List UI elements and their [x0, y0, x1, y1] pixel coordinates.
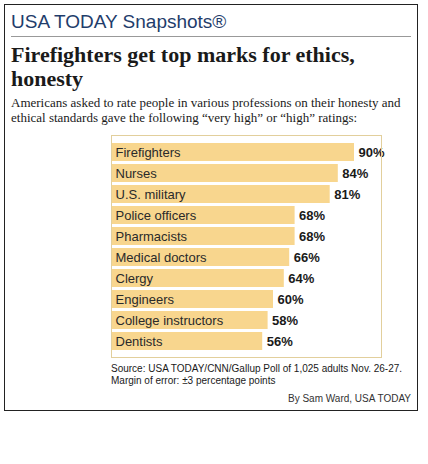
svg-text:U.S. military: U.S. military [116, 187, 187, 202]
svg-text:60%: 60% [278, 292, 304, 307]
svg-text:Dentists: Dentists [116, 334, 163, 349]
svg-text:56%: 56% [267, 334, 293, 349]
svg-text:Nurses: Nurses [116, 166, 158, 181]
svg-text:66%: 66% [294, 250, 320, 265]
svg-text:68%: 68% [299, 229, 325, 244]
svg-text:90%: 90% [359, 145, 385, 160]
svg-text:Engineers: Engineers [116, 292, 175, 307]
svg-text:College instructors: College instructors [116, 313, 224, 328]
svg-text:64%: 64% [288, 271, 314, 286]
svg-text:81%: 81% [334, 187, 360, 202]
svg-text:84%: 84% [342, 166, 368, 181]
svg-text:58%: 58% [272, 313, 298, 328]
html-text:USA TODAY Snapshots®: USA TODAY Snapshots® [11, 11, 227, 32]
svg-text:Medical doctors: Medical doctors [116, 250, 208, 265]
html-text:Americans asked to rate people: Americans asked to rate people in variou… [11, 95, 401, 125]
svg-text:Pharmacists: Pharmacists [116, 229, 188, 244]
svg-text:Firefighters: Firefighters [116, 145, 182, 160]
svg-text:68%: 68% [299, 208, 325, 223]
svg-text:Police officers: Police officers [116, 208, 197, 223]
html-text:Firefighters get top marks for: Firefighters get top marks for ethics, h… [11, 42, 355, 91]
html-text:Source: USA TODAY/CNN/Gallup P: Source: USA TODAY/CNN/Gallup Poll of 1,0… [111, 363, 403, 386]
svg-text:Clergy: Clergy [116, 271, 154, 286]
html-text:By Sam Ward, USA TODAY: By Sam Ward, USA TODAY [288, 393, 411, 404]
